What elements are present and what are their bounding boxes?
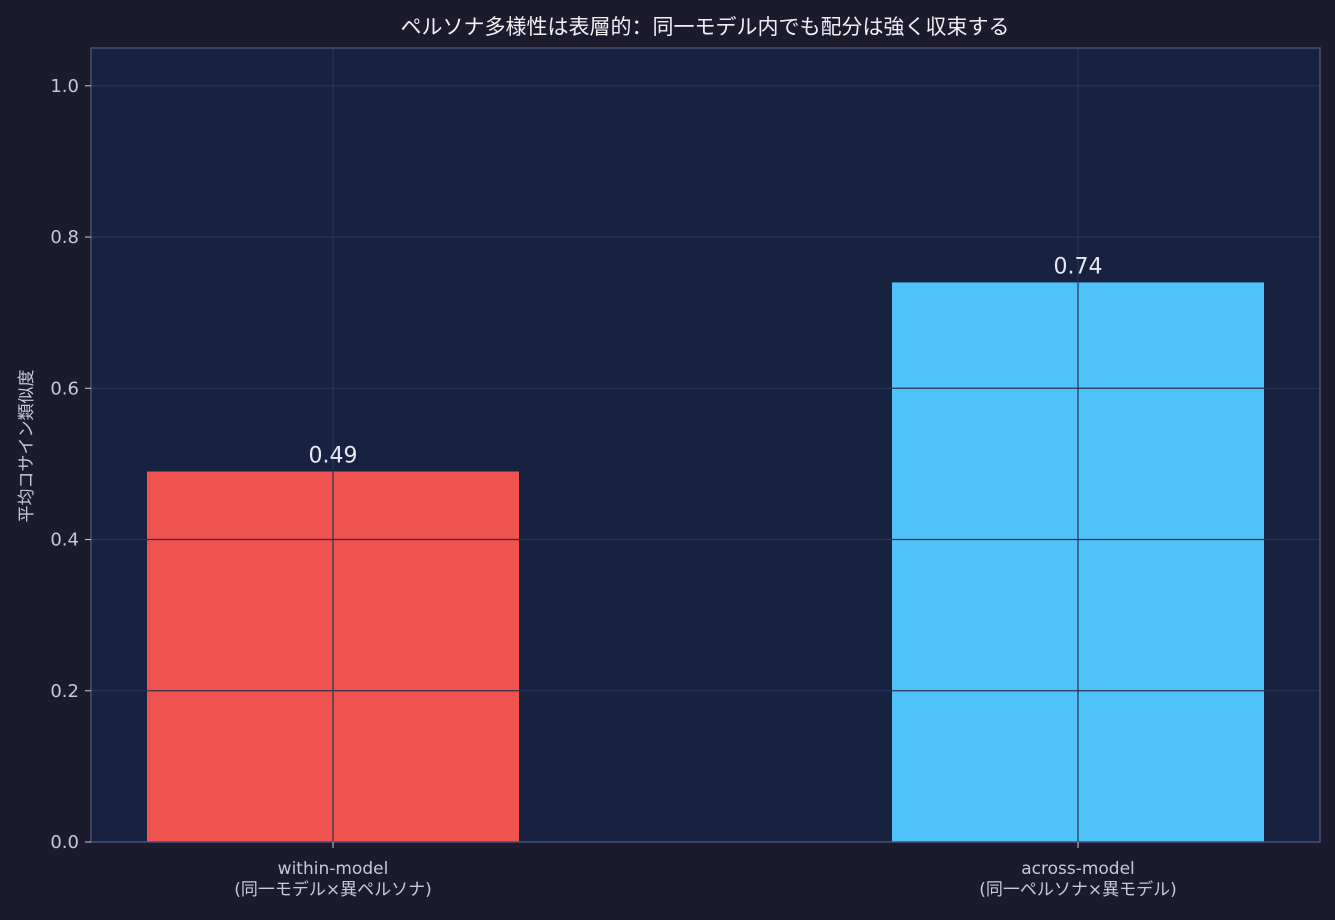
category-label-0-line1: within-model: [278, 859, 389, 879]
y-tick-label-0: 0.0: [50, 832, 79, 853]
y-tick-label-3: 0.6: [50, 378, 79, 399]
y-tick-label-4: 0.8: [50, 227, 79, 248]
plot-border: [90, 47, 1321, 843]
y-tick-label-1: 0.2: [50, 681, 79, 702]
y-axis-label: 平均コサイン類似度: [17, 370, 37, 523]
chart-title: ペルソナ多様性は表層的：同一モデル内でも配分は強く収束する: [401, 15, 1010, 39]
category-label-0-line2: (同一モデル×異ペルソナ): [234, 879, 432, 900]
y-tick-label-5: 1.0: [50, 76, 79, 97]
plot-area: 0.490.740.00.20.40.60.81.0within-model(同…: [50, 47, 1321, 900]
value-label-1: 0.74: [1054, 254, 1103, 279]
value-label-0: 0.49: [309, 443, 358, 468]
category-label-1-line2: (同一ペルソナ×異モデル): [979, 879, 1177, 900]
y-tick-label-2: 0.4: [50, 530, 79, 551]
category-label-1-line1: across-model: [1021, 859, 1135, 879]
